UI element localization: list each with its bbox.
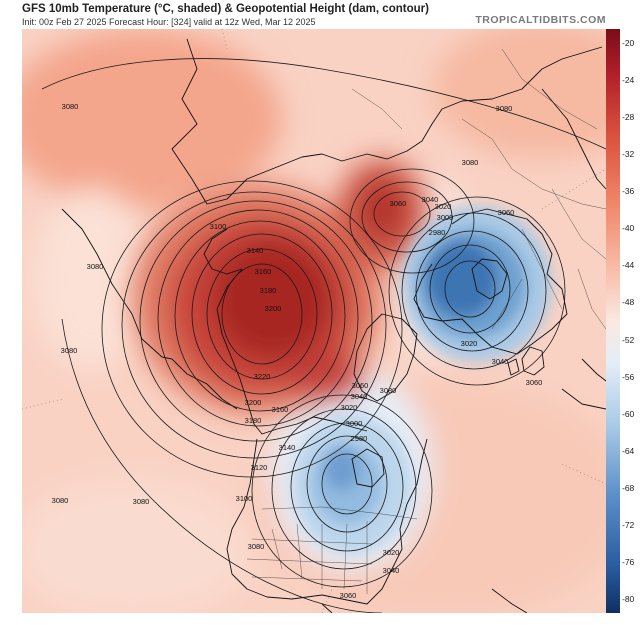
contour-label: 2980 [351, 434, 368, 443]
contour-label: 3180 [260, 286, 277, 295]
contour-label: 3100 [210, 222, 227, 231]
contour-label: 3060 [390, 199, 407, 208]
contour-label: 3080 [496, 104, 513, 113]
colorbar-tick-label: -40 [622, 223, 635, 234]
contour-label: 3160 [272, 405, 289, 414]
contour-label: 3000 [437, 213, 454, 222]
colorbar-tick-label: -64 [622, 445, 635, 456]
contour-label: 3080 [462, 158, 479, 167]
contour-label: 3020 [435, 202, 452, 211]
contour-label: 3080 [62, 102, 79, 111]
contour-label: 2980 [429, 228, 446, 237]
colorbar-tick-label: -56 [622, 371, 635, 382]
contour-label: 3200 [245, 398, 262, 407]
contour-label: 3100 [236, 494, 253, 503]
contour-label: 3000 [346, 419, 363, 428]
height-contours [41, 58, 606, 613]
contour-label: 3180 [245, 416, 262, 425]
contour-label: 3080 [248, 542, 265, 551]
contour-labels: 3080 3080 3080 3100 3140 3160 3180 3200 3080 3080… [52, 102, 543, 600]
contour-label: 3040 [351, 392, 368, 401]
contour-label: 3160 [255, 267, 272, 276]
colorbar-tick-label: -48 [622, 297, 635, 308]
colorbar-tick-label: -44 [622, 260, 635, 271]
contour-label: 3080 [52, 496, 69, 505]
coastlines [61, 38, 606, 613]
colorbar-tick-label: -76 [622, 556, 635, 567]
colorbar-tick-label: -52 [622, 334, 635, 345]
temperature-colorbar [606, 29, 620, 613]
contour-label: 3200 [265, 304, 282, 313]
contour-label: 3080 [61, 346, 78, 355]
contour-label: 3120 [251, 463, 268, 472]
contour-label: 3060 [526, 378, 543, 387]
graticule-lines [22, 29, 606, 613]
colorbar-tick-label: -68 [622, 482, 635, 493]
contour-label: 3040 [383, 566, 400, 575]
colorbar-tick-label: -72 [622, 519, 635, 530]
contour-label: 3020 [461, 339, 478, 348]
contour-label: 3040 [492, 357, 509, 366]
map-title: GFS 10mb Temperature (°C, shaded) & Geop… [22, 3, 429, 15]
contour-label: 3080 [133, 497, 150, 506]
polar-stereographic-map: 3080 3080 3080 3100 3140 3160 3180 3200 3080 3080… [22, 29, 606, 613]
contour-label: 3080 [87, 262, 104, 271]
colorbar-tick-label: -24 [622, 75, 635, 86]
contour-label: 3020 [383, 548, 400, 557]
political-borders [246, 48, 606, 594]
contour-label: 3220 [254, 372, 271, 381]
contour-label: 3040 [422, 195, 439, 204]
map-subtitle: Init: 00z Feb 27 2025 Forecast Hour: [32… [22, 17, 316, 27]
contour-label: 3060 [498, 208, 515, 217]
contour-label: 3140 [279, 443, 296, 452]
warm-anomaly-shading [132, 159, 427, 414]
contour-label: 3140 [247, 246, 264, 255]
contour-label: 3020 [341, 403, 358, 412]
colorbar-labels: -20 -24 -28 -32 -36 -40 -44 -48 -52 -56 -60 -64 -68 -… [622, 29, 640, 613]
colorbar-tick-label: -36 [622, 186, 635, 197]
brand-watermark: TROPICALTIDBITS.COM [475, 14, 606, 26]
cold-vortex-shading [292, 206, 552, 554]
contour-label: 3060 [340, 591, 357, 600]
contour-label: 3060 [352, 381, 369, 390]
colorbar-tick-label: -80 [622, 594, 635, 604]
colorbar-tick-label: -32 [622, 149, 635, 160]
colorbar-tick-label: -28 [622, 112, 635, 123]
contour-label: 3080 [380, 386, 397, 395]
colorbar-tick-label: -60 [622, 408, 635, 419]
colorbar-tick-label: -20 [622, 38, 635, 48]
